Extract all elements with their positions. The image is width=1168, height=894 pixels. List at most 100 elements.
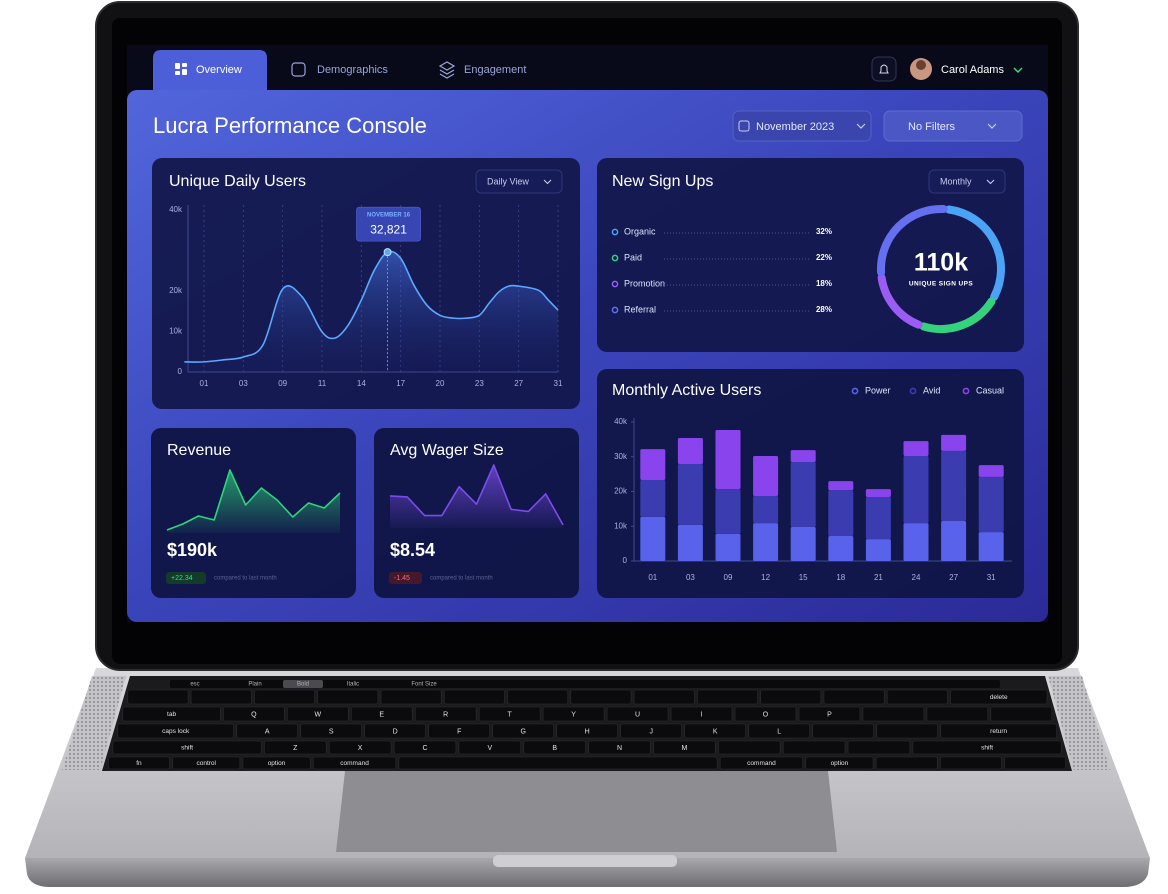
x-tick-label: 01 [200,379,209,388]
key-label: C [422,745,427,752]
bar-segment [790,461,816,527]
key-label: fn [136,760,142,767]
period-dropdown[interactable] [928,169,1006,194]
x-tick-label: 01 [648,573,657,582]
key [414,706,477,722]
legend-label: Paid [624,252,642,262]
filter-dropdown[interactable] [883,110,1023,142]
bar-segment [828,481,854,491]
dropdown-label[interactable]: Monthly [940,176,972,186]
dropdown-label[interactable]: Daily View [487,176,529,186]
touch-bar-label: Plain [248,682,261,688]
key [620,723,683,739]
key [940,756,1002,770]
trackpad [336,771,837,852]
key [653,740,716,755]
bar-segment [941,434,967,451]
touch-bar [170,680,1000,688]
key-label: D [393,728,398,735]
active-tab[interactable] [153,50,267,92]
key-label: A [265,728,270,735]
key [748,723,811,739]
key [798,706,861,722]
card-title: Avg Wager Size [390,442,504,459]
key-label: shift [181,745,193,752]
comparison-note: compared to last month [430,576,493,582]
date-dropdown[interactable] [732,110,872,142]
delta-pill-up [166,572,206,584]
key [254,689,315,705]
x-tick-label: 18 [836,573,845,582]
bar-segment [640,516,666,561]
key [507,689,569,705]
filter-label[interactable]: No Filters [908,121,956,133]
key-label: control [196,760,216,767]
key [697,689,758,705]
notification-button[interactable] [871,56,897,82]
bar-segment [677,464,703,525]
x-tick-label: 27 [949,573,958,582]
legend-label: Promotion [624,278,665,288]
card-title: Unique Daily Users [169,173,306,190]
value-label: 32% [816,227,832,236]
value-label: 22% [816,253,832,262]
key [428,723,491,739]
key [328,740,392,755]
lid-notch [493,855,677,867]
user-chevron [1013,67,1023,73]
chevron [543,179,552,185]
x-tick-label: 31 [987,573,996,582]
speaker-grill [62,676,126,770]
key [398,756,718,770]
key [876,723,939,739]
tooltip [356,206,421,242]
key [718,740,781,755]
nav-tab[interactable]: Engagement [464,64,526,76]
nav-tab[interactable]: Demographics [317,64,388,76]
x-tick-label: 03 [239,379,248,388]
touch-bar-highlight [283,680,323,688]
bar-segment [640,449,666,481]
highlight-point [383,248,392,257]
touch-bar-label: Bold [297,682,309,688]
x-tick-label: 17 [396,379,405,388]
sparkline [389,464,564,526]
page-title: Lucra Performance Console [153,113,427,138]
kpi-value: $190k [167,540,218,560]
touch-bar-label: Italic [347,682,359,688]
x-tick-label: 09 [278,379,287,388]
key [393,740,457,755]
bar-segment [753,496,779,524]
calendar-icon [738,120,750,132]
view-dropdown[interactable] [475,169,563,194]
line-area [184,251,559,372]
key-label: option [268,760,286,767]
key-label: H [585,728,590,735]
x-tick-label: 31 [554,379,563,388]
user-name: Carol Adams [941,64,1004,76]
speaker-grill [1048,676,1110,770]
key-label: tab [167,711,176,718]
bar-segment [715,533,741,561]
key [588,740,651,755]
overview-icon [175,63,187,75]
y-tick-label: 40k [614,417,628,426]
nav-tab[interactable]: Overview [196,64,242,76]
key-label: shift [981,745,993,752]
bell-icon [879,64,889,74]
key [734,706,797,722]
key [112,740,262,755]
y-tick-label: 10k [614,521,628,530]
y-tick-label: 0 [178,367,183,376]
y-tick-label: 20k [169,286,183,295]
legend-label: Casual [976,385,1004,395]
key [912,740,1062,755]
key [782,740,846,755]
key [172,756,241,770]
engagement-icon [438,61,456,79]
key-label: P [827,711,832,718]
bar-segment [677,437,703,465]
date-filter[interactable]: November 2023 [756,121,834,133]
key-label: K [713,728,718,735]
sparkline-area [167,470,340,533]
